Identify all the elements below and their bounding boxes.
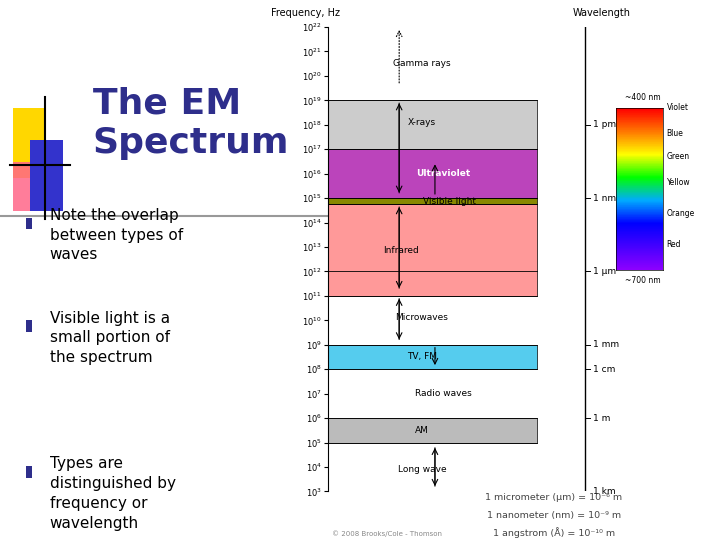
Bar xyxy=(328,418,537,442)
Bar xyxy=(27,320,32,332)
Text: Frequency, Hz: Frequency, Hz xyxy=(271,8,341,18)
Text: 1 km: 1 km xyxy=(593,487,616,496)
Text: TV, FM: TV, FM xyxy=(407,353,437,361)
Text: Red: Red xyxy=(667,240,681,248)
Point xyxy=(40,215,49,222)
Text: Visible light: Visible light xyxy=(423,197,476,206)
Bar xyxy=(328,204,537,296)
Bar xyxy=(27,466,32,478)
Point xyxy=(66,161,74,168)
Bar xyxy=(13,108,46,178)
Text: 1 cm: 1 cm xyxy=(593,364,616,374)
Text: 1 micrometer (μm) = 10⁻⁶ m: 1 micrometer (μm) = 10⁻⁶ m xyxy=(485,494,622,502)
Text: Gamma rays: Gamma rays xyxy=(393,59,451,68)
Text: Long wave: Long wave xyxy=(397,465,446,474)
Text: Blue: Blue xyxy=(667,130,683,138)
Text: Types are
distinguished by
frequency or
wavelength: Types are distinguished by frequency or … xyxy=(50,456,176,531)
Bar xyxy=(27,218,32,230)
Text: 1 angstrom (Å) = 10⁻¹⁰ m: 1 angstrom (Å) = 10⁻¹⁰ m xyxy=(492,527,615,538)
Bar xyxy=(328,345,537,369)
Text: 1 nanometer (nm) = 10⁻⁹ m: 1 nanometer (nm) = 10⁻⁹ m xyxy=(487,511,621,519)
Text: Visible light is a
small portion of
the spectrum: Visible light is a small portion of the … xyxy=(50,310,170,365)
Text: 1 pm: 1 pm xyxy=(593,120,616,129)
Text: 1 mm: 1 mm xyxy=(593,340,619,349)
Text: Infrared: Infrared xyxy=(383,246,419,255)
Text: Note the overlap
between types of
waves: Note the overlap between types of waves xyxy=(50,208,183,262)
Text: 1 nm: 1 nm xyxy=(593,194,616,202)
Text: © 2008 Brooks/Cole - Thomson: © 2008 Brooks/Cole - Thomson xyxy=(332,531,442,537)
Text: ~400 nm: ~400 nm xyxy=(624,92,660,102)
Text: Radio waves: Radio waves xyxy=(415,389,472,398)
Text: X-rays: X-rays xyxy=(408,118,436,127)
Text: Violet: Violet xyxy=(667,104,688,112)
Text: ~700 nm: ~700 nm xyxy=(624,276,660,286)
Bar xyxy=(328,149,537,198)
Bar xyxy=(328,100,537,149)
Text: 1 μm: 1 μm xyxy=(593,267,616,276)
Text: Green: Green xyxy=(667,152,690,161)
Point xyxy=(40,94,49,100)
Text: Yellow: Yellow xyxy=(667,178,690,187)
Text: The EM
Spectrum: The EM Spectrum xyxy=(93,86,289,160)
Text: AM: AM xyxy=(415,426,429,435)
Bar xyxy=(328,198,537,204)
Bar xyxy=(13,162,37,211)
Text: Microwaves: Microwaves xyxy=(395,313,449,322)
Text: Orange: Orange xyxy=(667,209,695,218)
Text: 1 m: 1 m xyxy=(593,414,611,423)
Point xyxy=(6,161,14,168)
Bar xyxy=(30,140,63,211)
Text: Wavelength: Wavelength xyxy=(572,8,630,18)
Text: Ultraviolet: Ultraviolet xyxy=(415,169,470,178)
